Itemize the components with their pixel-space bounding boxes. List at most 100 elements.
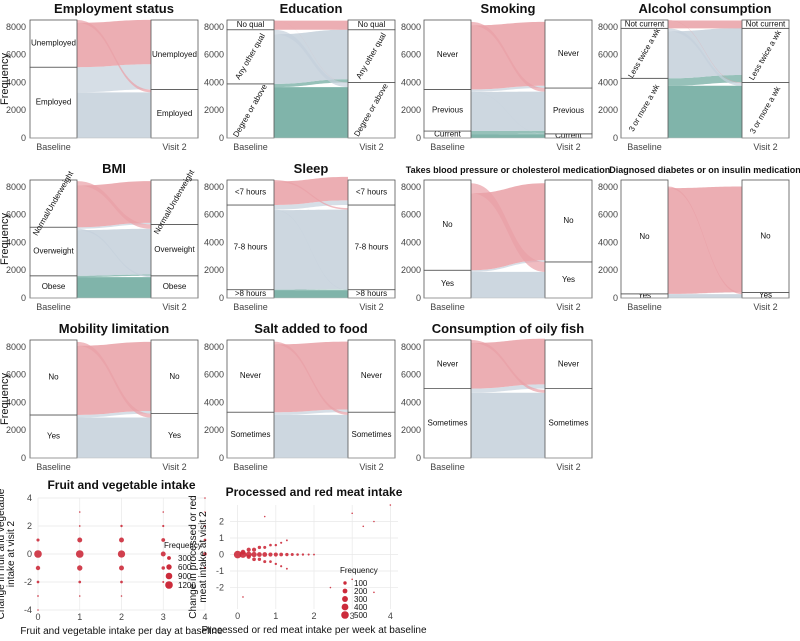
y-tick-label: 2000 [598,105,618,115]
data-point [257,557,262,562]
y-tick-label: 4000 [598,77,618,87]
stratum-label: Yes [759,290,772,299]
stratum-label: Yes [441,279,454,288]
stratum-box-baseline [226,411,275,459]
chart-title: Smoking [481,1,536,16]
x-tick-label: Baseline [36,142,71,152]
flow-band [668,20,742,29]
y-tick-label: 2000 [401,425,421,435]
alluvial-chart-4: BMI 0 2000 4000 6000 8000 Frequency Obese Overwe… [0,161,199,312]
flow-band [471,340,545,393]
stratum-label: Employed [157,109,193,118]
data-point [78,580,82,584]
stratum-box-baseline [29,19,78,68]
chart-title: BMI [102,161,126,176]
flow-band [274,87,348,138]
flow-band [274,20,348,83]
data-point [240,549,246,555]
stratum-box-visit2 [150,89,199,139]
y-tick-label: 0 [21,453,26,463]
legend-label: 300 [354,595,368,604]
legend-label: 600 [178,563,192,572]
y-tick-label: 2000 [204,265,224,275]
y-tick-label: 2 [219,517,224,527]
legend-swatch [165,572,173,580]
stratum-label: Never [437,50,459,59]
y-tick-label: 2000 [204,425,224,435]
stratum-box-visit2 [150,224,199,277]
y-tick-label: 6000 [598,50,618,60]
stratum-box-visit2 [544,339,593,389]
data-point [274,562,278,566]
x-axis-title: Fruit and vegetable intake per day at ba… [20,626,223,637]
x-tick-label: Baseline [430,302,465,312]
y-tick-label: 4000 [401,397,421,407]
stratum-label: Overweight [154,245,195,254]
y-axis-title: meat intake at visit 2 [198,511,209,603]
x-tick-label: Visit 2 [556,142,580,152]
data-point [257,545,262,550]
legend-swatch [343,581,347,585]
stratum-box-baseline [423,339,472,389]
data-point [351,512,353,515]
x-tick-label: 3 [161,612,166,622]
y-tick-label: 0 [219,453,224,463]
stratum-box-visit2 [741,82,790,139]
stratum-label: Overweight [33,247,74,256]
y-tick-label: 1 [219,533,224,543]
flow-band [471,392,545,458]
flow-band [274,180,348,210]
x-tick-label: 0 [235,611,240,621]
legend-swatch [341,603,349,611]
legend-label: 100 [354,579,368,588]
y-tick-label: 0 [219,550,224,560]
flow-band [471,85,545,92]
stratum-box-baseline [226,19,275,31]
y-tick-label: 4000 [204,397,224,407]
data-point [251,547,257,552]
flow-band [668,20,742,83]
flow-band [77,92,151,138]
flow-band [668,294,742,298]
data-point [78,525,81,527]
y-tick-label: 6000 [204,210,224,220]
stratum-box-baseline [620,27,669,79]
stratum-label: Sometimes [548,418,588,427]
stratum-label: Current [434,130,461,139]
x-tick-label: 4 [202,612,207,622]
stratum-box-visit2 [741,27,790,83]
stratum-box-baseline [423,179,472,271]
flow-band [274,20,348,30]
y-tick-label: 0 [219,133,224,143]
data-point [204,497,206,499]
flow-band [274,290,348,298]
flow-band [471,134,545,138]
x-tick-label: Baseline [430,142,465,152]
data-point [252,557,256,562]
stratum-box-baseline [226,204,275,291]
x-tick-label: Visit 2 [162,462,186,472]
alluvial-chart-6: Takes blood pressure or cholesterol medi… [401,165,610,312]
flow-band [668,28,742,86]
y-tick-label: 4000 [401,77,421,87]
x-tick-label: Visit 2 [162,142,186,152]
data-point [77,537,83,543]
y-tick-label: 8000 [204,22,224,32]
flow-band [274,209,348,291]
x-tick-label: Baseline [36,302,71,312]
legend-title: Frequency [340,566,378,575]
alluvial-chart-8: Mobility limitation 0 2000 4000 6000 8000 Freq… [0,321,199,472]
stratum-box-visit2 [347,29,396,83]
flow-band [471,130,545,135]
stratum-box-visit2 [544,19,593,89]
legend-label: 1200 [178,581,196,590]
x-tick-label: Baseline [627,142,662,152]
stratum-label: Yes [562,275,575,284]
data-point [285,539,288,542]
stratum-box-visit2 [347,179,396,206]
stratum-label: Not current [625,19,665,28]
y-tick-label: 8000 [6,22,26,32]
data-point [290,553,294,557]
stratum-label: Sometimes [427,418,467,427]
legend-label: 200 [354,587,368,596]
